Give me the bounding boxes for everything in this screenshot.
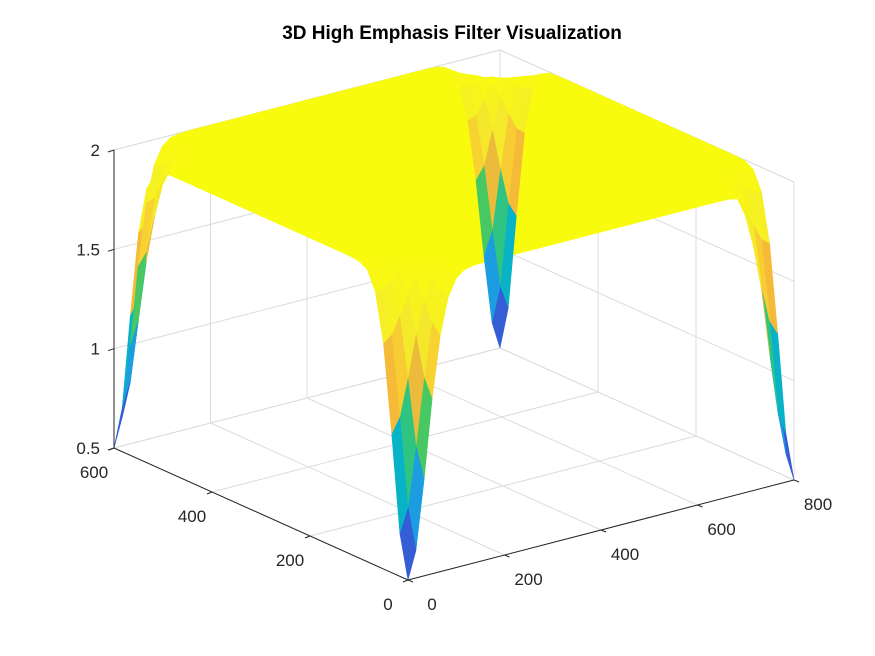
y-tick-label: 600 [80,463,108,482]
x-tick-mark [600,529,607,533]
x-tick-label: 400 [611,545,639,564]
grid-line-y-floor [309,435,697,537]
z-tick-label: 2 [91,141,100,160]
y-tick-label: 0 [383,595,392,614]
y-tick-mark [206,491,213,495]
x-tick-mark [793,479,800,483]
axis-layer [107,149,800,583]
surface-patch [769,320,787,434]
y-tick-label: 400 [178,507,206,526]
z-tick-label: 0.5 [76,439,100,458]
z-tick-label: 1 [91,340,100,359]
surface-patch [113,382,131,449]
x-tick-label: 800 [804,495,832,514]
x-tick-mark [697,504,703,508]
tick-labels: 0 200 400 600 800 0 200 400 600 0.5 1 1.5 2 [76,141,832,614]
z-tick-mark [107,348,115,352]
z-tick-mark [107,149,115,153]
z-tick-mark [107,248,115,252]
grid-line-z-side [499,248,795,382]
surface-mesh [113,66,795,581]
y-tick-label: 200 [276,551,304,570]
x-tick-mark [504,554,510,558]
grid-line-x-floor [210,422,505,556]
grid-line-x-floor [499,347,795,481]
grid-line-x-floor [403,372,698,506]
y-axis-line [113,447,409,581]
y-tick-mark [304,535,311,539]
z-tick-mark [107,447,115,451]
x-tick-mark [407,579,414,583]
chart-title: 3D High Emphasis Filter Visualization [282,23,622,44]
grid-line-x-floor [306,397,602,531]
x-tick-label: 200 [514,570,542,589]
z-tick-label: 1.5 [76,240,100,259]
x-tick-label: 600 [707,520,735,539]
x-tick-label: 0 [427,595,436,614]
y-tick-mark [402,579,409,583]
